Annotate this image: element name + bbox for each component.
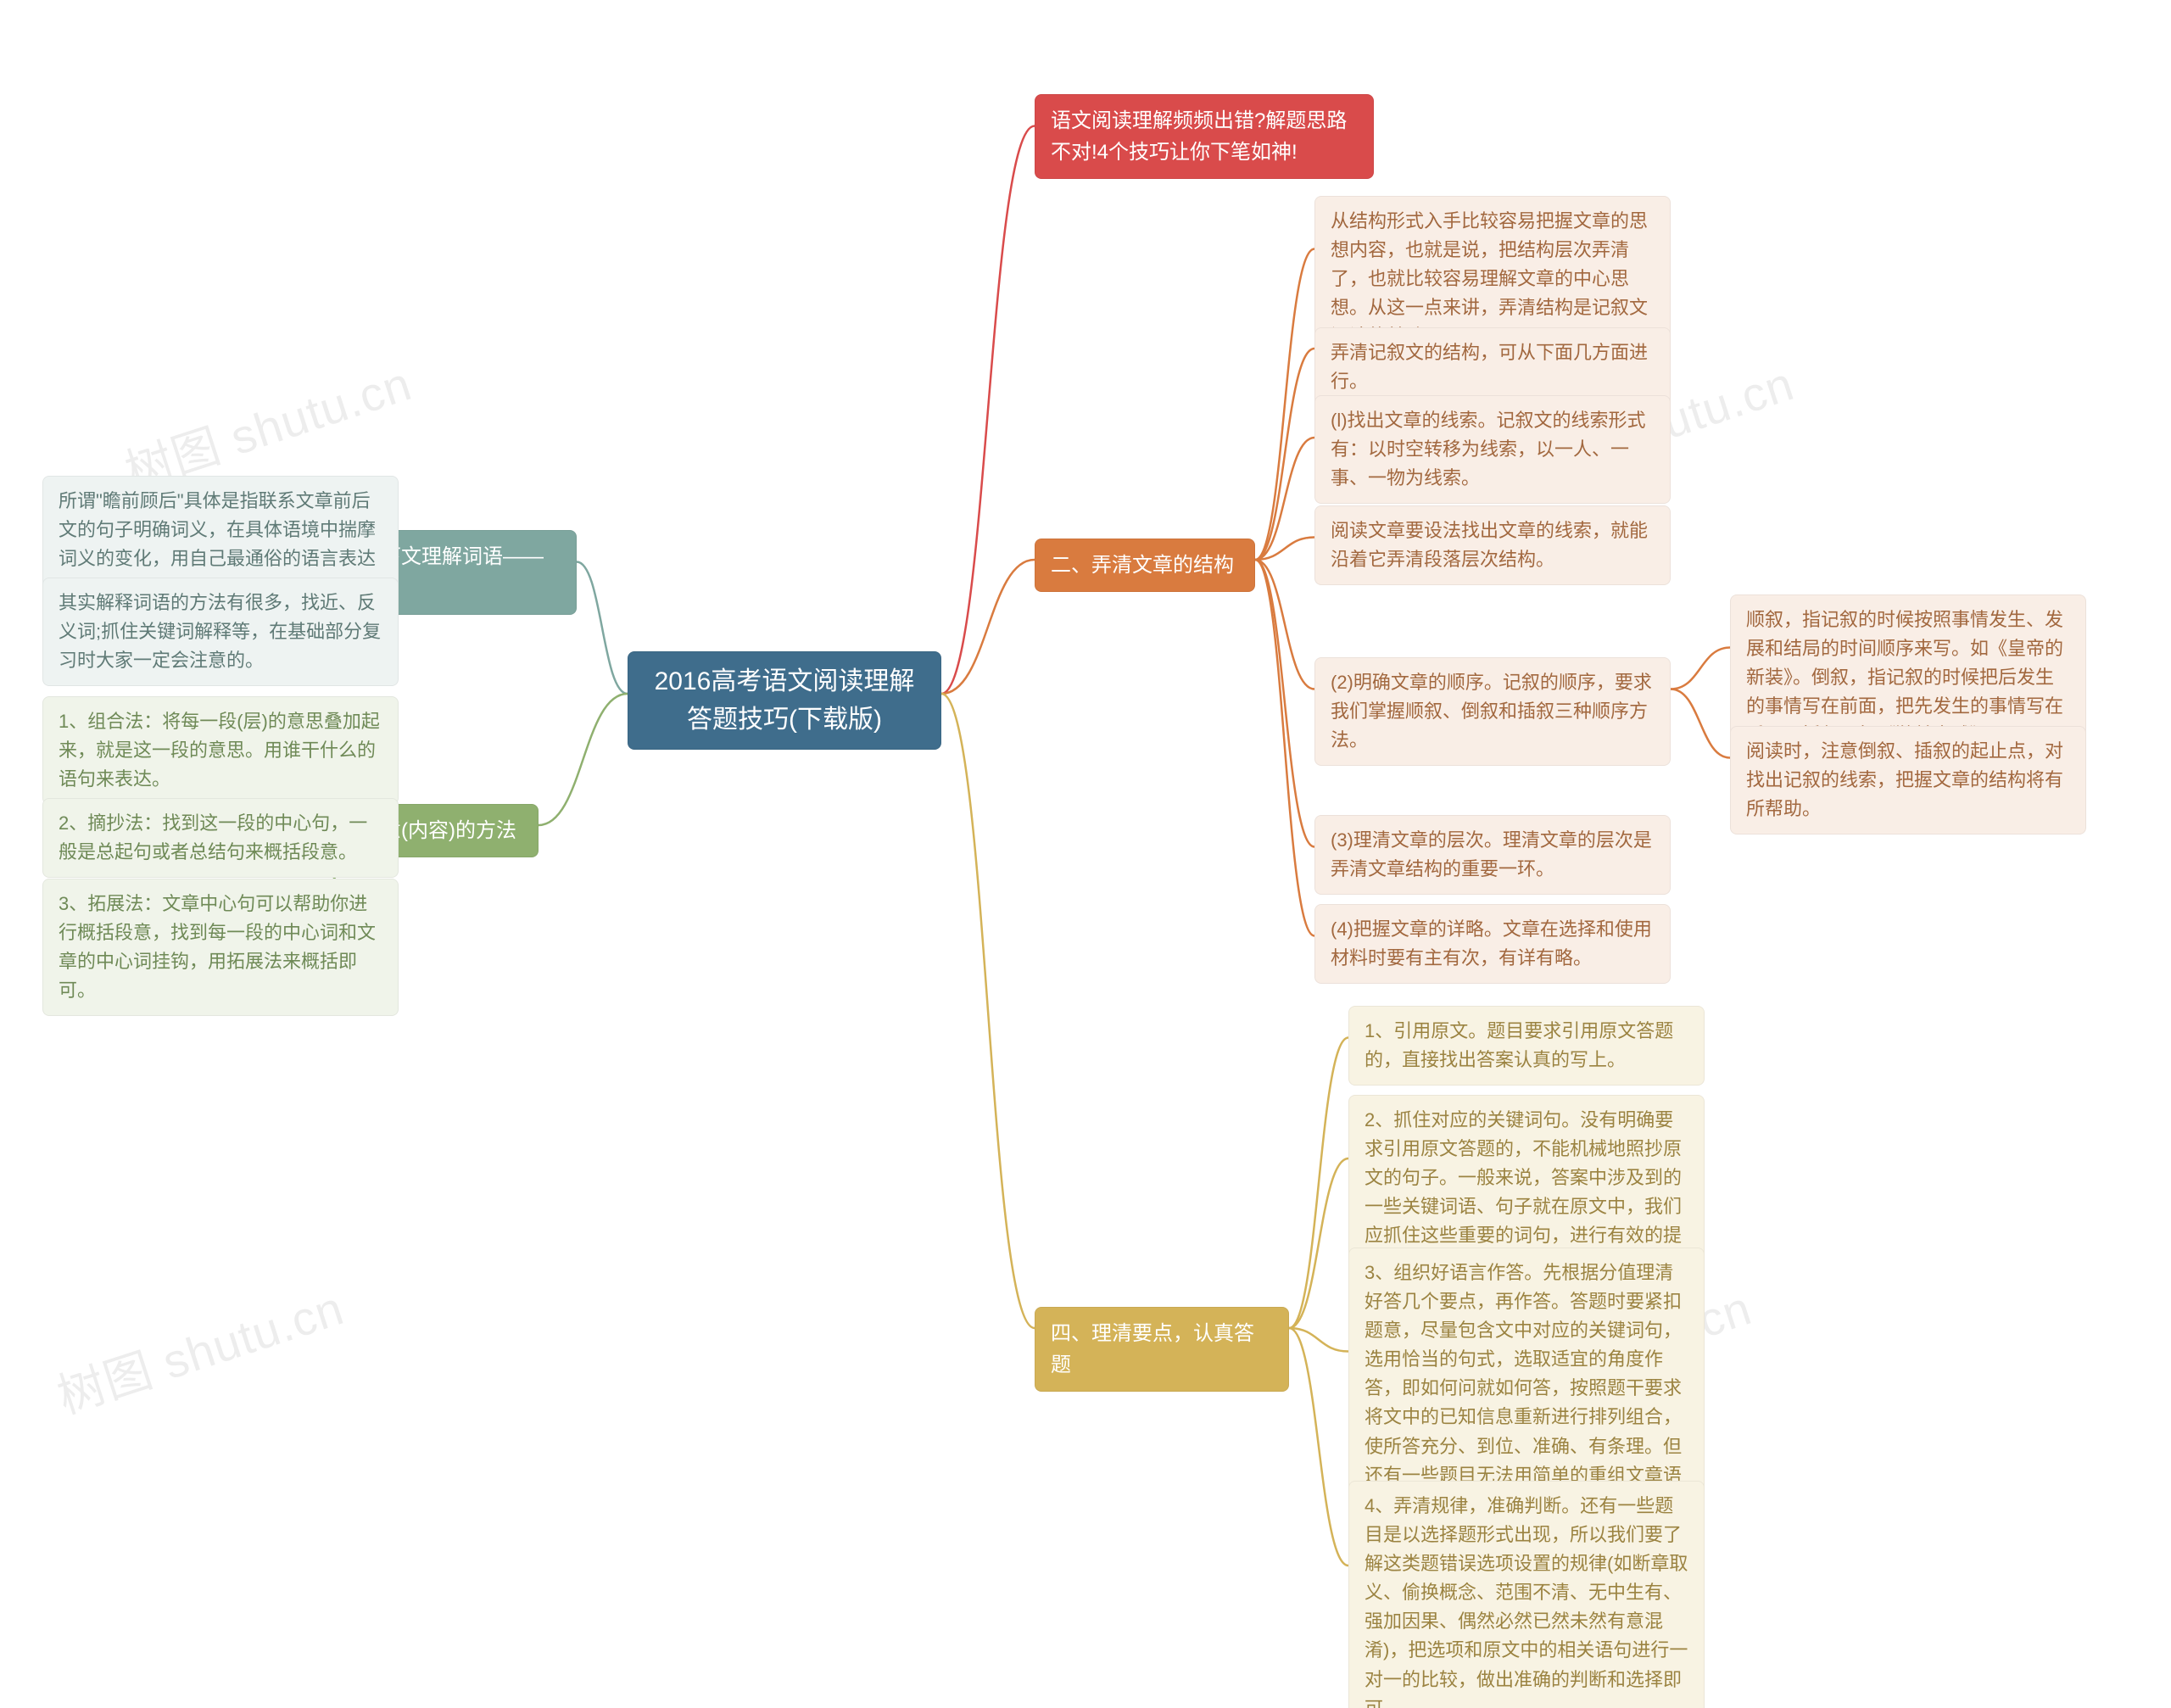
b2-leaf[interactable]: (3)理清文章的层次。理清文章的层次是弄清文章结构的重要一环。 (1314, 815, 1671, 895)
b4-leaf[interactable]: 4、弄清规律，准确判断。还有一些题目是以选择题形式出现，所以我们要了解这类题错误… (1348, 1481, 1705, 1708)
b2-leaf[interactable]: (l)找出文章的线索。记叙文的线索形式有：以时空转移为线索，以一人、一事、一物为… (1314, 395, 1671, 504)
b2-leaf[interactable]: (4)把握文章的详略。文章在选择和使用材料时要有主有次，有详有略。 (1314, 904, 1671, 984)
center-node[interactable]: 2016高考语文阅读理解答题技巧(下载版) (628, 651, 941, 750)
watermark: 树图 shutu.cn (47, 1270, 351, 1427)
b2-leaf[interactable]: 阅读文章要设法找出文章的线索，就能沿着它弄清段落层次结构。 (1314, 505, 1671, 585)
b1-leaf[interactable]: 其实解释词语的方法有很多，找近、反义词;抓住关键词解释等，在基础部分复习时大家一… (42, 578, 399, 686)
b3-leaf[interactable]: 1、组合法：将每一段(层)的意思叠加起来，就是这一段的意思。用谁干什么的语句来表… (42, 696, 399, 805)
b2-node[interactable]: 二、弄清文章的结构 (1035, 539, 1255, 592)
b3-leaf[interactable]: 2、摘抄法：找到这一段的中心句，一般是总起句或者总结句来概括段意。 (42, 798, 399, 878)
b2-subleaf[interactable]: 阅读时，注意倒叙、插叙的起止点，对找出记叙的线索，把握文章的结构将有所帮助。 (1730, 726, 2086, 834)
b3-leaf[interactable]: 3、拓展法：文章中心句可以帮助你进行概括段意，找到每一段的中心词和文章的中心词挂… (42, 879, 399, 1016)
alert-node[interactable]: 语文阅读理解频频出错?解题思路不对!4个技巧让你下笔如神! (1035, 94, 1374, 179)
b4-node[interactable]: 四、理清要点，认真答题 (1035, 1307, 1289, 1392)
b2-leaf[interactable]: (2)明确文章的顺序。记叙的顺序，要求我们掌握顺叙、倒叙和插叙三种顺序方法。 (1314, 657, 1671, 766)
b4-leaf[interactable]: 1、引用原文。题目要求引用原文答题的，直接找出答案认真的写上。 (1348, 1006, 1705, 1086)
